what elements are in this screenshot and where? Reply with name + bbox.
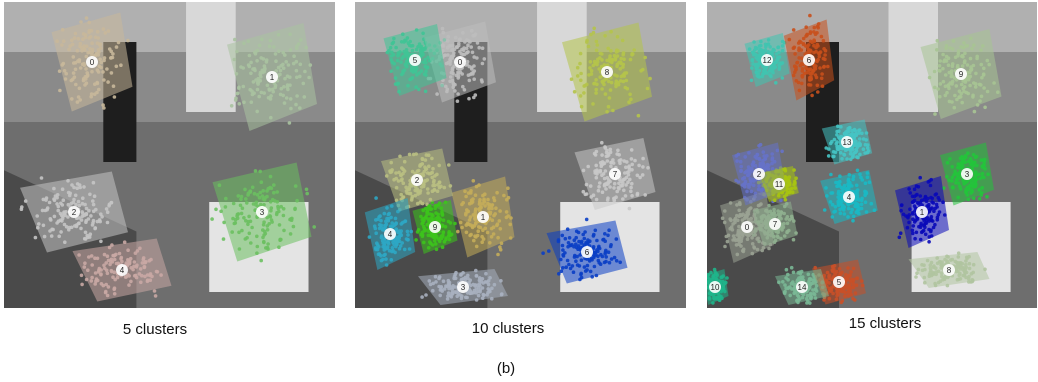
- cluster-label-0: 0: [458, 58, 463, 67]
- cluster-marker-14: [796, 281, 808, 293]
- cluster-marker-9: [429, 221, 441, 233]
- cluster-label-4: 4: [120, 266, 125, 275]
- cluster-label-2: 2: [72, 208, 77, 217]
- cluster-image-15: 0 1 2 3 4 5 6 7 8 9 10 11 12 13 14: [707, 2, 1037, 308]
- cluster-marker-6: [581, 246, 593, 258]
- cluster-marker-3: [457, 281, 469, 293]
- cluster-label-7: 7: [613, 170, 618, 179]
- cluster-marker-2: [753, 168, 765, 180]
- cluster-label-0: 0: [90, 58, 95, 67]
- cluster-label-9: 9: [959, 70, 964, 79]
- cluster-marker-5: [409, 54, 421, 66]
- cluster-label-8: 8: [947, 266, 952, 275]
- cluster-marker-6: [803, 54, 815, 66]
- cluster-label-8: 8: [605, 68, 610, 77]
- cluster-label-5: 5: [413, 56, 418, 65]
- cluster-label-6: 6: [807, 56, 812, 65]
- cluster-marker-1: [477, 211, 489, 223]
- cluster-label-7: 7: [773, 220, 778, 229]
- cluster-marker-8: [943, 264, 955, 276]
- cluster-label-3: 3: [965, 170, 970, 179]
- cluster-label-4: 4: [847, 193, 852, 202]
- cluster-marker-7: [609, 168, 621, 180]
- cluster-marker-8: [601, 66, 613, 78]
- cluster-marker-5: [833, 276, 845, 288]
- cluster-marker-11: [773, 178, 785, 190]
- cluster-marker-9: [955, 68, 967, 80]
- cluster-marker-4: [116, 264, 128, 276]
- cluster-label-11: 11: [775, 180, 784, 189]
- caption-5-clusters: 5 clusters: [122, 321, 188, 338]
- caption-10-clusters: 10 clusters: [471, 320, 545, 337]
- cluster-label-3: 3: [260, 208, 265, 217]
- cluster-marker-12: [761, 54, 773, 66]
- cluster-label-4: 4: [388, 230, 393, 239]
- cluster-label-3: 3: [461, 283, 466, 292]
- figure-label: (b): [496, 360, 516, 377]
- cluster-marker-1: [916, 206, 928, 218]
- cluster-label-10: 10: [711, 283, 720, 292]
- cluster-marker-3: [256, 206, 268, 218]
- cluster-label-5: 5: [837, 278, 842, 287]
- cluster-marker-2: [68, 206, 80, 218]
- cluster-marker-10: [709, 281, 721, 293]
- cluster-label-2: 2: [757, 170, 762, 179]
- caption-15-clusters: 15 clusters: [848, 315, 922, 332]
- cluster-label-14: 14: [798, 283, 807, 292]
- cluster-marker-7: [769, 218, 781, 230]
- cluster-image-10: 0 1 2 3 4 5 6 7 8 9: [355, 2, 686, 308]
- cluster-marker-1: [266, 71, 278, 83]
- cluster-label-13: 13: [843, 138, 852, 147]
- cluster-image-5: 0 1 2 3 4: [4, 2, 335, 308]
- cluster-label-12: 12: [763, 56, 772, 65]
- cluster-label-1: 1: [920, 208, 925, 217]
- cluster-marker-2: [411, 174, 423, 186]
- cluster-marker-0: [741, 221, 753, 233]
- cluster-label-6: 6: [585, 248, 590, 257]
- cluster-label-0: 0: [745, 223, 750, 232]
- cluster-label-1: 1: [270, 73, 275, 82]
- cluster-marker-4: [384, 228, 396, 240]
- cluster-marker-0: [454, 56, 466, 68]
- cluster-label-9: 9: [433, 223, 438, 232]
- cluster-marker-13: [841, 136, 853, 148]
- cluster-marker-0: [86, 56, 98, 68]
- cluster-label-1: 1: [481, 213, 486, 222]
- cluster-label-2: 2: [415, 176, 420, 185]
- cluster-overlay-10: 0 1 2 3 4 5 6 7 8 9: [355, 2, 686, 308]
- cluster-overlay-5: 0 1 2 3 4: [4, 2, 335, 308]
- cluster-marker-3: [961, 168, 973, 180]
- cluster-marker-4: [843, 191, 855, 203]
